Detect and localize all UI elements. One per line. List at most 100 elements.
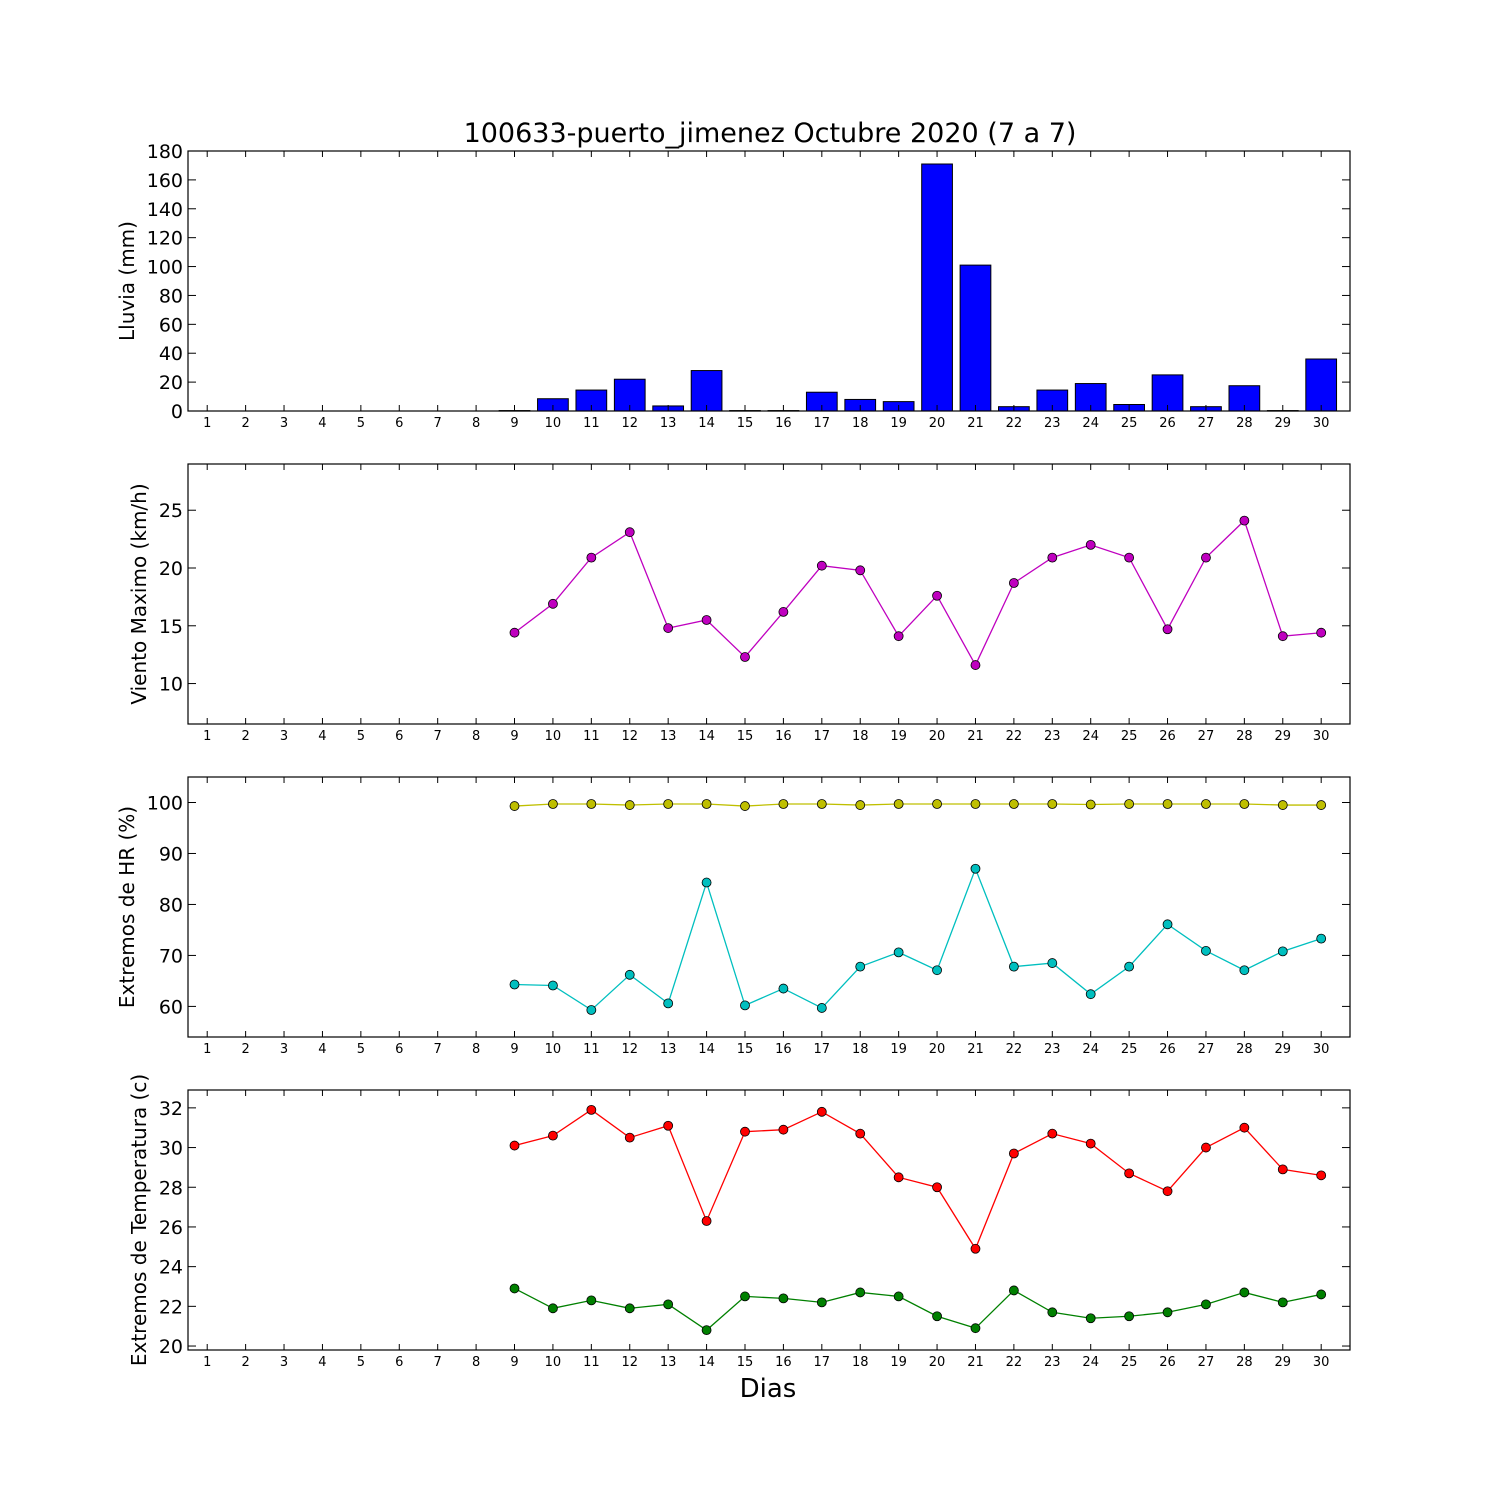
x-tick-label: 7: [434, 1355, 442, 1370]
series-1-point-day-13: [663, 799, 674, 809]
series-2-point-day-21: [970, 1323, 981, 1334]
x-tick-label: 27: [1198, 1355, 1215, 1370]
x-tick-label: 1: [203, 1355, 211, 1370]
x-tick-label: 14: [698, 416, 715, 431]
x-tick-label: 23: [1044, 729, 1061, 744]
panel-3: 1 2 3 4 5 6 7 8 9 10 11 12 13 14 15 16 17 18 19 20 21 22 23 24 2…: [115, 776, 1351, 1057]
series-2-point-day-13: [663, 1299, 674, 1310]
x-tick-label: 12: [621, 729, 638, 744]
x-tick-label: 8: [472, 729, 480, 744]
series-2-point-day-15: [740, 1000, 750, 1011]
series-1-point-day-10: [548, 1130, 558, 1141]
x-tick-label: 14: [698, 1042, 715, 1057]
panel-frame: [187, 463, 1351, 725]
y-tick-label: 100: [147, 792, 183, 814]
x-tick-label: 10: [545, 416, 562, 431]
bar-day-26: [1151, 374, 1184, 412]
x-tick-label: 5: [357, 416, 365, 431]
series-1-point-day-30: [1316, 627, 1327, 638]
series-1-point-day-12: [624, 800, 635, 810]
x-tick-label: 28: [1236, 1355, 1253, 1370]
series-2-point-day-16: [778, 983, 789, 994]
series-1-point-day-25: [1124, 552, 1135, 563]
series-1-point-day-16: [778, 799, 789, 809]
series-1-point-day-12: [624, 527, 635, 538]
x-tick-label: 23: [1044, 416, 1061, 431]
series-1-point-day-28: [1239, 799, 1250, 809]
x-tick-label: 24: [1082, 1355, 1099, 1370]
x-tick-label: 9: [510, 416, 518, 431]
x-tick-label: 5: [357, 1355, 365, 1370]
series-1-point-day-20: [932, 590, 942, 601]
x-tick-label: 2: [241, 416, 249, 431]
x-tick-label: 16: [775, 1042, 792, 1057]
panel-frame: [187, 776, 1351, 1038]
x-tick-label: 7: [434, 729, 442, 744]
y-tick-label: 140: [147, 199, 183, 221]
series-1-point-day-21: [970, 1243, 981, 1254]
series-1-point-day-11: [586, 799, 597, 809]
series-1-point-day-23: [1047, 799, 1058, 809]
series-1-point-day-11: [586, 552, 597, 563]
x-tick-label: 8: [472, 1355, 480, 1370]
series-2-point-day-19: [893, 1291, 904, 1302]
x-tick-label: 28: [1236, 416, 1253, 431]
x-tick-label: 17: [814, 729, 831, 744]
series-1-point-day-21: [970, 660, 981, 670]
x-tick-label: 26: [1159, 416, 1176, 431]
x-tick-label: 6: [395, 1355, 403, 1370]
series-2-point-day-20: [932, 1311, 942, 1322]
x-tick-label: 6: [395, 729, 403, 744]
series-1-point-day-14: [701, 1216, 712, 1226]
series-2-point-day-26: [1162, 919, 1173, 930]
y-tick-label: 70: [159, 945, 183, 967]
x-tick-label: 8: [472, 1042, 480, 1057]
series-1-point-day-15: [740, 652, 750, 662]
series-2-point-day-15: [740, 1291, 750, 1302]
series-1-point-day-29: [1277, 1164, 1288, 1175]
x-tick-label: 5: [357, 1042, 365, 1057]
series-2-point-day-18: [855, 1287, 866, 1298]
series-1-point-day-27: [1201, 799, 1211, 809]
series-1-point-day-10: [548, 799, 558, 809]
series-1-point-day-15: [740, 801, 750, 811]
x-tick-label: 1: [203, 729, 211, 744]
series-1-point-day-21: [970, 799, 981, 809]
x-tick-label: 11: [583, 416, 600, 431]
series-1-point-day-22: [1008, 799, 1019, 809]
series-1-point-day-18: [855, 1128, 866, 1139]
series-1-point-day-27: [1201, 552, 1211, 563]
series-1-point-day-28: [1239, 1122, 1250, 1133]
x-tick-label: 12: [621, 416, 638, 431]
x-tick-label: 25: [1121, 1355, 1138, 1370]
x-tick-label: 29: [1275, 416, 1292, 431]
series-2-point-day-24: [1085, 1313, 1096, 1324]
series-2-point-day-10: [548, 1303, 558, 1314]
series-2-point-day-29: [1277, 1297, 1288, 1308]
x-tick-label: 6: [395, 416, 403, 431]
x-tick-label: 23: [1044, 1042, 1061, 1057]
y-tick-label: 60: [159, 996, 183, 1018]
series-1-point-day-11: [586, 1104, 597, 1115]
series-2-point-day-27: [1201, 945, 1211, 956]
y-tick-label: 22: [159, 1296, 183, 1318]
x-tick-label: 18: [852, 729, 869, 744]
x-tick-label: 26: [1159, 1355, 1176, 1370]
x-tick-label: 10: [545, 729, 562, 744]
x-tick-label: 17: [814, 1042, 831, 1057]
series-1-point-day-26: [1162, 624, 1173, 635]
x-tick-label: 19: [890, 1355, 907, 1370]
series-1-point-day-23: [1047, 1128, 1058, 1139]
x-tick-label: 3: [280, 1042, 288, 1057]
y-tick-label: 60: [159, 314, 183, 336]
x-tick-label: 18: [852, 416, 869, 431]
series-2-point-day-22: [1008, 1285, 1019, 1296]
x-tick-label: 24: [1082, 729, 1099, 744]
series-1-point-day-16: [778, 607, 789, 617]
x-tick-label: 22: [1006, 1355, 1023, 1370]
y-axis-label: Lluvia (mm): [115, 221, 139, 341]
y-tick-label: 90: [159, 843, 183, 865]
x-tick-label: 10: [545, 1355, 562, 1370]
panels: 1 2 3 4 5 6 7 8 9 10 11 12 13 14 15 16 17 18 19 20 21 22 23 24 2…: [115, 141, 1351, 1370]
